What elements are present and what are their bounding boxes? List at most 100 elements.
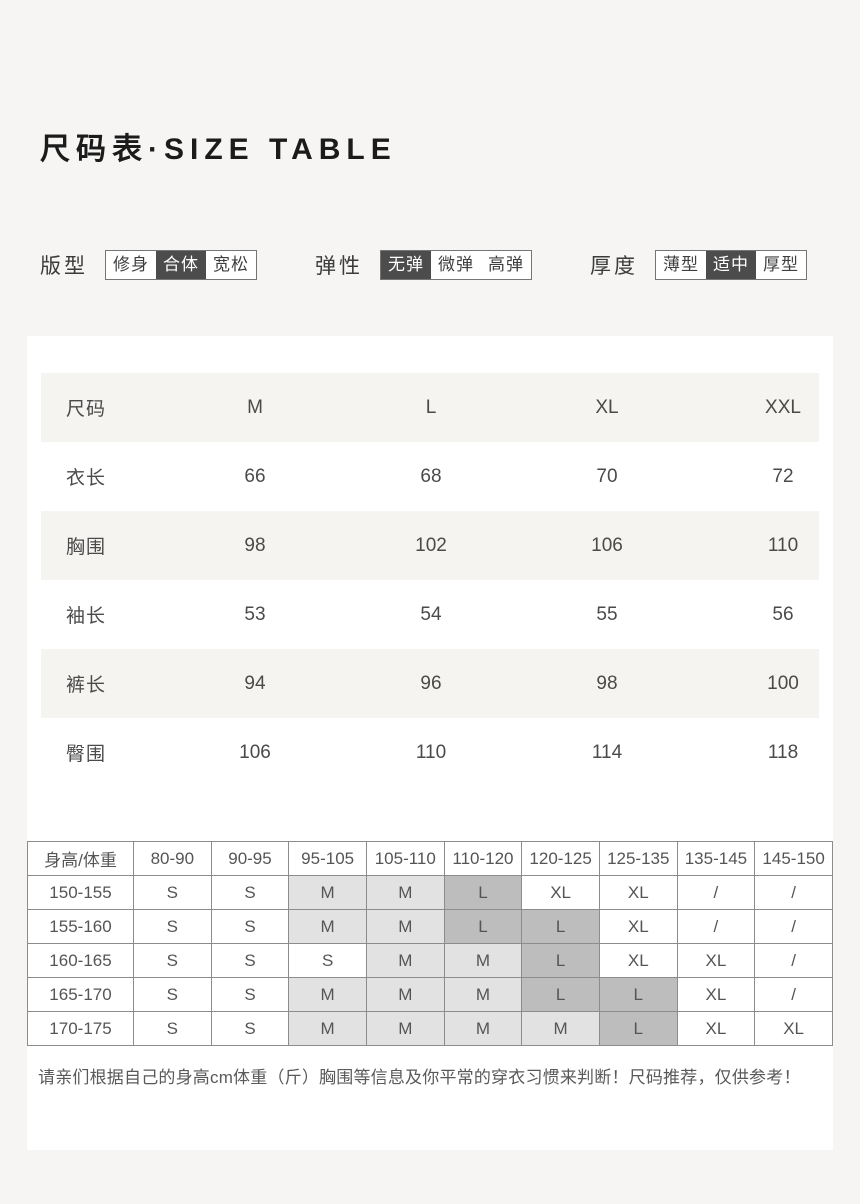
- attribute-option[interactable]: 适中: [706, 251, 756, 279]
- fit-size-cell: XL: [676, 1011, 756, 1046]
- fit-size-cell: L: [443, 909, 523, 944]
- attribute-option[interactable]: 合体: [156, 251, 206, 279]
- size-cell: 106: [591, 534, 623, 556]
- fit-size-cell: M: [365, 977, 445, 1012]
- fit-size-cell: M: [288, 875, 367, 910]
- attribute-filters: 版型 修身 合体 宽松 弹性 无弹 微弹 高弹 厚度 薄型 适中 厚型: [0, 250, 860, 282]
- attribute-option[interactable]: 无弹: [381, 251, 431, 279]
- fit-size-cell: /: [676, 909, 756, 944]
- size-card: 尺码 M L XL XXL 衣长 66 68 70 72 胸围 98 102 106 110 袖长 53 54 55…: [27, 336, 833, 1150]
- attribute-label: 厚度: [590, 255, 638, 278]
- attribute-option[interactable]: 微弹: [438, 255, 474, 274]
- fit-size-cell: S: [133, 909, 212, 944]
- size-cell: L: [425, 396, 437, 418]
- fit-height-cell: 155-160: [27, 909, 134, 944]
- fit-size-cell: M: [443, 1011, 523, 1046]
- size-cell: 70: [596, 465, 618, 487]
- attribute-options: 无弹 微弹 高弹: [380, 250, 532, 280]
- fit-size-cell: XL: [598, 875, 678, 910]
- fit-size-cell: S: [210, 943, 290, 978]
- fit-size-cell: S: [288, 943, 367, 978]
- size-row-label: 臀围: [66, 744, 107, 765]
- fit-size-cell: /: [754, 909, 833, 944]
- attribute-label: 弹性: [315, 255, 363, 278]
- size-row-label: 裤长: [66, 675, 107, 696]
- fit-weight-header-cell: 135-145: [676, 841, 756, 876]
- size-cell: M: [247, 396, 263, 418]
- size-row-label: 尺码: [66, 399, 107, 420]
- fit-weight-header-cell: 145-150: [754, 841, 833, 876]
- size-cell: 72: [772, 465, 794, 487]
- attribute-option[interactable]: 高弹: [488, 255, 524, 274]
- fit-row: 155-160 S S M M L L XL / /: [27, 909, 833, 944]
- fit-size-cell: /: [676, 875, 756, 910]
- fit-weight-header-cell: 120-125: [521, 841, 600, 876]
- fit-weight-header-cell: 125-135: [598, 841, 678, 876]
- size-cell: 96: [420, 672, 442, 694]
- fit-size-cell: L: [598, 977, 678, 1012]
- attribute-label: 版型: [40, 255, 88, 278]
- fit-height-cell: 160-165: [27, 943, 134, 978]
- attribute-options: 薄型 适中 厚型: [655, 250, 807, 280]
- attribute-options: 修身 合体 宽松: [105, 250, 257, 280]
- fit-size-cell: M: [365, 875, 445, 910]
- size-table-row: 袖长 53 54 55 56: [41, 580, 819, 649]
- attribute-group: 弹性 无弹 微弹 高弹: [315, 250, 532, 280]
- attribute-option[interactable]: 修身: [113, 255, 149, 274]
- fit-row: 170-175 S S M M M M L XL XL: [27, 1011, 833, 1046]
- attribute-option[interactable]: 厚型: [763, 255, 799, 274]
- attribute-option[interactable]: 薄型: [663, 255, 699, 274]
- fit-size-cell: /: [754, 943, 833, 978]
- attribute-option[interactable]: 宽松: [213, 255, 249, 274]
- fit-size-cell: S: [133, 943, 212, 978]
- fit-size-cell: S: [133, 1011, 212, 1046]
- size-table-header-row: 尺码 M L XL XXL: [41, 373, 819, 442]
- fit-height-cell: 150-155: [27, 875, 134, 910]
- fit-weight-header-cell: 95-105: [288, 841, 367, 876]
- fit-size-cell: L: [521, 977, 600, 1012]
- size-table-row: 衣长 66 68 70 72: [41, 442, 819, 511]
- size-cell: XXL: [765, 396, 801, 418]
- fit-size-cell: M: [288, 977, 367, 1012]
- fit-size-cell: L: [598, 1011, 678, 1046]
- fit-size-cell: /: [754, 977, 833, 1012]
- size-cell: 54: [420, 603, 442, 625]
- fit-size-cell: M: [443, 943, 523, 978]
- fit-height-cell: 170-175: [27, 1011, 134, 1046]
- size-cell: 56: [772, 603, 794, 625]
- fit-header-row: 身高/体重 80-90 90-95 95-105 105-110 110-120 120-1…: [27, 841, 833, 876]
- fit-corner-cell: 身高/体重: [27, 841, 134, 876]
- size-cell: 100: [767, 672, 799, 694]
- fit-size-cell: L: [521, 909, 600, 944]
- attribute-group: 版型 修身 合体 宽松: [40, 250, 257, 280]
- fit-size-cell: M: [521, 1011, 600, 1046]
- fit-size-cell: M: [288, 1011, 367, 1046]
- size-cell: 118: [767, 741, 799, 763]
- fit-recommendation-table: 身高/体重 80-90 90-95 95-105 105-110 110-120 120-1…: [27, 841, 833, 1046]
- attribute-group: 厚度 薄型 适中 厚型: [590, 250, 807, 280]
- size-cell: 53: [244, 603, 266, 625]
- fit-size-cell: M: [365, 909, 445, 944]
- fit-weight-header-cell: 90-95: [210, 841, 290, 876]
- fit-size-cell: M: [288, 909, 367, 944]
- fit-row: 165-170 S S M M M L L XL /: [27, 977, 833, 1012]
- size-table: 尺码 M L XL XXL 衣长 66 68 70 72 胸围 98 102 106 110 袖长 53 54 55…: [41, 373, 819, 787]
- size-cell: 68: [420, 465, 442, 487]
- size-cell: XL: [595, 396, 619, 418]
- fit-size-cell: XL: [676, 943, 756, 978]
- fit-weight-header-cell: 80-90: [133, 841, 212, 876]
- fit-row: 160-165 S S S M M L XL XL /: [27, 943, 833, 978]
- size-row-label: 袖长: [66, 606, 107, 627]
- size-cell: 102: [415, 534, 447, 556]
- fit-size-cell: S: [210, 1011, 290, 1046]
- size-cell: 98: [596, 672, 618, 694]
- size-cell: 114: [591, 741, 623, 763]
- size-cell: 66: [244, 465, 266, 487]
- fit-size-cell: S: [210, 977, 290, 1012]
- fit-weight-header-cell: 110-120: [443, 841, 523, 876]
- fit-size-cell: XL: [676, 977, 756, 1012]
- size-note: 请亲们根据自己的身高cm体重（斤）胸围等信息及你平常的穿衣习惯来判断！尺码推荐，…: [38, 1068, 801, 1087]
- size-cell: 110: [415, 741, 447, 763]
- fit-size-cell: M: [365, 943, 445, 978]
- size-row-label: 胸围: [66, 537, 107, 558]
